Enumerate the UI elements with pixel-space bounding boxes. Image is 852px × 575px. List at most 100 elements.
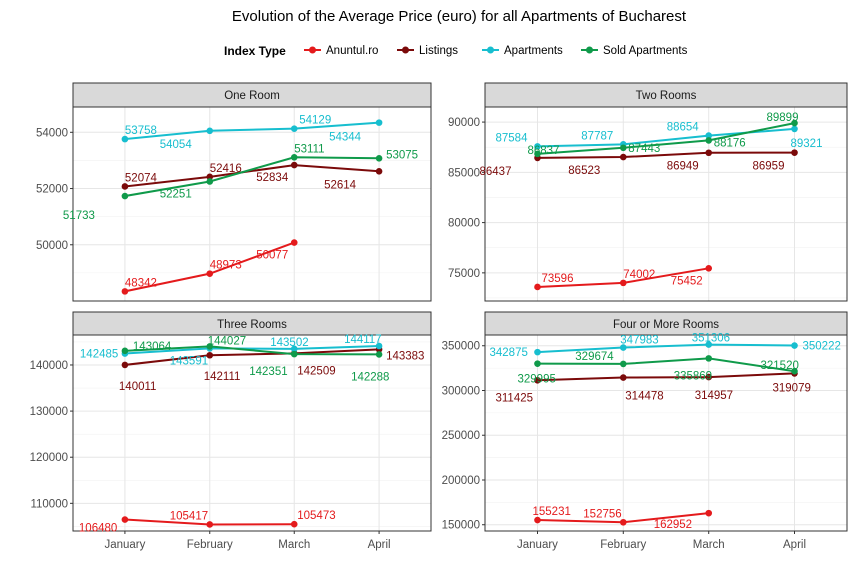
series-line-apartments: [537, 343, 795, 354]
y-tick-label: 54000: [36, 127, 68, 139]
series-line-apartments: [124, 344, 380, 355]
data-label-listings: 86437: [479, 166, 511, 178]
data-point-listings: [705, 149, 713, 157]
series-line-listings: [537, 151, 795, 159]
data-label-anuntul-ro: 48973: [210, 260, 242, 272]
panel-border-three-rooms: [72, 334, 432, 532]
series-line-sold-apartments: [537, 357, 795, 373]
data-point-anuntul-ro: [290, 239, 298, 246]
data-point-listings: [619, 153, 627, 161]
facet-panels: One Room 50000 52000 54000 48342 48973 50077 52…: [30, 82, 848, 551]
x-tick-label-march: March: [278, 539, 310, 551]
data-label-apartments: 144117: [344, 334, 382, 346]
data-label-apartments: 143591: [170, 355, 208, 367]
data-point-sold-apartments: [705, 355, 713, 362]
data-label-anuntul-ro: 155231: [532, 506, 570, 518]
data-point-sold-apartments: [206, 178, 214, 185]
data-point-listings: [619, 374, 627, 381]
plot-area-two-rooms: [485, 107, 847, 301]
series-line-sold-apartments: [124, 156, 380, 198]
data-point-listings: [206, 351, 214, 359]
facet-title-two-rooms: Two Rooms: [636, 90, 697, 102]
data-point-sold-apartments: [375, 155, 383, 162]
y-tick-label: 80000: [448, 218, 480, 230]
data-label-apartments: 89321: [791, 138, 823, 150]
panel-border-one-room: [72, 106, 432, 302]
y-tick-label: 140000: [30, 360, 68, 372]
panel-border-four-or-more-rooms: [484, 334, 848, 532]
x-tick-label-february: February: [187, 539, 233, 551]
data-label-listings: 319079: [773, 382, 811, 394]
data-label-sold-apartments: 88176: [714, 137, 746, 149]
data-label-sold-apartments: 329674: [575, 351, 614, 363]
data-label-sold-apartments: 335869: [674, 370, 712, 382]
data-point-apartments: [290, 345, 298, 353]
data-label-sold-apartments: 53075: [386, 149, 418, 161]
facet-four-or-more-rooms: Four or More Rooms 150000 200000 250000 3000…: [442, 311, 848, 551]
data-label-sold-apartments: 329995: [517, 374, 555, 386]
data-label-apartments: 350222: [803, 341, 841, 353]
plot-area-three-rooms: [73, 335, 431, 531]
data-label-sold-apartments: 321520: [761, 360, 799, 372]
data-point-sold-apartments: [619, 144, 627, 152]
data-label-listings: 142509: [297, 365, 335, 377]
data-label-apartments: 342875: [489, 347, 527, 359]
data-label-anuntul-ro: 48342: [125, 277, 157, 289]
data-point-listings: [375, 167, 383, 175]
data-point-apartments: [534, 348, 541, 356]
data-label-sold-apartments: 53111: [294, 143, 324, 155]
data-point-apartments: [705, 341, 713, 348]
legend-label-sold-apartments: Sold Apartments: [603, 45, 688, 57]
y-tick-label: 120000: [30, 452, 68, 464]
data-label-anuntul-ro: 74002: [623, 269, 655, 281]
data-point-listings: [121, 183, 129, 190]
data-point-sold-apartments: [619, 360, 627, 368]
y-tick-label: 200000: [442, 475, 480, 487]
legend-label-apartments: Apartments: [504, 45, 563, 57]
data-label-sold-apartments: 87443: [628, 143, 660, 155]
series-line-apartments: [124, 121, 380, 141]
data-point-sold-apartments: [791, 367, 798, 375]
data-point-apartments: [619, 344, 627, 351]
data-label-apartments: 87787: [581, 130, 613, 142]
data-point-apartments: [534, 143, 541, 150]
data-point-sold-apartments: [121, 347, 129, 355]
data-label-sold-apartments: 51733: [63, 210, 95, 222]
data-point-listings: [705, 373, 713, 381]
data-point-apartments: [705, 132, 713, 139]
y-tick-label: 130000: [30, 406, 68, 418]
chart-title: Evolution of the Average Price (euro) fo…: [232, 8, 687, 25]
data-point-apartments: [206, 127, 214, 135]
data-label-anuntul-ro: 106480: [79, 523, 117, 535]
legend: Index Type Anuntul.ro Listings Apartments So…: [224, 44, 688, 58]
y-tick-label: 75000: [448, 268, 480, 280]
data-point-sold-apartments: [534, 150, 541, 158]
data-label-apartments: 347983: [620, 335, 658, 347]
data-label-apartments: 88654: [667, 122, 700, 134]
data-label-listings: 86523: [568, 165, 600, 177]
data-point-listings: [534, 376, 541, 384]
data-label-sold-apartments: 86837: [527, 145, 559, 157]
data-label-anuntul-ro: 152756: [583, 508, 621, 520]
y-tick-label: 150000: [442, 520, 480, 532]
series-line-listings: [124, 348, 380, 366]
facet-strip-one-room: [72, 82, 432, 108]
data-label-apartments: 143502: [270, 337, 308, 349]
data-point-anuntul-ro: [705, 509, 713, 517]
data-label-sold-apartments: 89899: [767, 112, 799, 124]
data-point-listings: [791, 149, 798, 156]
x-tick-label-january: January: [517, 539, 558, 551]
plot-area-four-or-more-rooms: [485, 335, 847, 531]
data-label-apartments: 54344: [329, 132, 362, 144]
panel-border-two-rooms: [484, 106, 848, 302]
facet-strip-two-rooms: [484, 82, 848, 108]
x-tick-label-april: April: [368, 539, 391, 551]
data-point-listings: [121, 361, 129, 369]
data-point-anuntul-ro: [290, 520, 298, 528]
data-point-anuntul-ro: [705, 265, 713, 272]
data-label-sold-apartments: 143064: [133, 341, 172, 353]
data-point-anuntul-ro: [121, 288, 129, 295]
data-point-sold-apartments: [791, 119, 798, 127]
data-point-listings: [290, 161, 298, 169]
data-point-apartments: [791, 125, 798, 133]
